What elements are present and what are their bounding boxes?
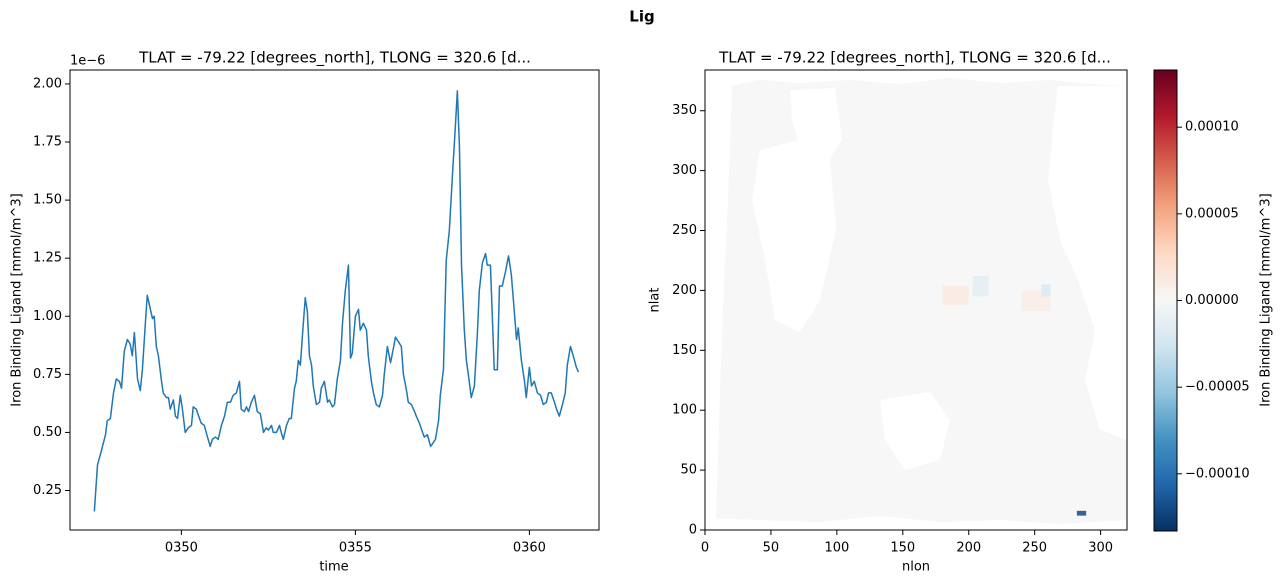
colorbar-axis: −0.00010 −0.00005 0.00000 0.00005 0.00010: [1177, 120, 1250, 481]
line-plot: 0350 0355 0360 0.25 0.50 0.75 1.00 1.25 1.50 1.75…: [33, 76, 580, 556]
land-mass: [752, 140, 836, 332]
y-tick-label: 100: [672, 403, 697, 418]
field-cell: [942, 285, 969, 305]
y-tick-label: 1.00: [33, 309, 62, 324]
figure-title: Lig: [629, 8, 654, 26]
x-tick-label: 0360: [513, 541, 546, 556]
land-mass: [1048, 86, 1127, 440]
y-tick-label: 0.75: [33, 367, 62, 382]
subplot-title: TLAT = -79.22 [degrees_north], TLONG = 3…: [718, 49, 1111, 68]
y-tick-label: 0: [689, 523, 697, 538]
x-tick-label: 0355: [339, 541, 372, 556]
subplot-title: TLAT = -79.22 [degrees_north], TLONG = 3…: [138, 49, 531, 68]
colorbar-tick-label: 0.00000: [1185, 293, 1239, 308]
y-tick-label: 200: [672, 283, 697, 298]
offset-text: 1e−6: [70, 54, 105, 69]
colorbar: [1153, 69, 1178, 532]
y-tick-label: 1.75: [33, 135, 62, 150]
data-line: [93, 90, 580, 512]
y-axis-label: Iron Binding Ligand [mmol/m^3]: [10, 193, 25, 406]
colorbar-label: Iron Binding Ligand [mmol/m^3]: [1259, 193, 1274, 406]
x-tick-label: 100: [824, 541, 849, 556]
field-cell: [1041, 284, 1051, 297]
y-tick-label: 1.50: [33, 193, 62, 208]
y-tick-label: 350: [672, 103, 697, 118]
colorbar-tick-label: 0.00010: [1185, 120, 1239, 135]
y-tick-label: 150: [672, 343, 697, 358]
x-tick-label: 150: [890, 541, 915, 556]
y-tick-label: 2.00: [33, 76, 62, 91]
y-tick-label: 50: [680, 463, 697, 478]
land-mass: [790, 88, 842, 175]
y-tick-label: 0.25: [33, 483, 62, 498]
field-cell: [1076, 510, 1087, 516]
x-tick-label: 0: [701, 541, 709, 556]
x-tick-label: 250: [1022, 541, 1047, 556]
field-cell: [972, 276, 989, 297]
axes-frame: [704, 69, 1128, 531]
x-tick-label: 200: [956, 541, 981, 556]
y-tick-label: 1.25: [33, 251, 62, 266]
y-tick-label: 300: [672, 163, 697, 178]
colorbar-tick-label: −0.00005: [1185, 380, 1250, 395]
land-mass: [705, 84, 732, 530]
land-mass: [880, 392, 950, 470]
colorbar-tick-label: −0.00010: [1185, 466, 1250, 481]
x-tick-label: 0350: [165, 541, 198, 556]
x-tick-label: 50: [763, 541, 780, 556]
land: [705, 70, 1127, 530]
y-tick-label: 0.50: [33, 425, 62, 440]
y-tick-label: 250: [672, 223, 697, 238]
y-axis-label: nlat: [648, 288, 663, 313]
land-mass: [705, 70, 1127, 86]
x-axis-label: time: [319, 560, 348, 575]
map-plot: 0 50 100 150 200 250 300 0 50 100 150 200 250 300 350: [672, 103, 1113, 555]
colorbar-tick-label: 0.00005: [1185, 206, 1239, 221]
axes-frame: [69, 69, 600, 531]
x-axis-label: nlon: [902, 560, 930, 575]
land-mass: [705, 516, 1127, 530]
x-tick-label: 300: [1088, 541, 1113, 556]
